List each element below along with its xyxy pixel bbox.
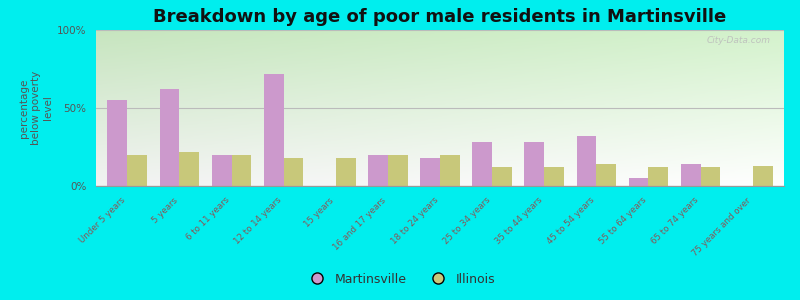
Bar [629, 178, 649, 186]
Bar [420, 158, 440, 186]
Bar [681, 164, 701, 186]
Bar [544, 167, 564, 186]
Bar [492, 167, 512, 186]
Bar [753, 166, 773, 186]
Bar [649, 167, 668, 186]
Bar [179, 152, 199, 186]
Bar [231, 155, 251, 186]
Bar [368, 155, 388, 186]
Y-axis label: percentage
below poverty
level: percentage below poverty level [19, 71, 53, 145]
Bar [701, 167, 721, 186]
Bar [264, 74, 284, 186]
Bar [577, 136, 596, 186]
Legend: Martinsville, Illinois: Martinsville, Illinois [300, 268, 500, 291]
Bar [525, 142, 544, 186]
Bar [336, 158, 355, 186]
Bar [107, 100, 127, 186]
Bar [127, 155, 147, 186]
Bar [440, 155, 460, 186]
Bar [159, 89, 179, 186]
Bar [212, 155, 231, 186]
Bar [388, 155, 408, 186]
Bar [284, 158, 303, 186]
Bar [596, 164, 616, 186]
Title: Breakdown by age of poor male residents in Martinsville: Breakdown by age of poor male residents … [154, 8, 726, 26]
Text: City-Data.com: City-Data.com [706, 36, 770, 45]
Bar [472, 142, 492, 186]
